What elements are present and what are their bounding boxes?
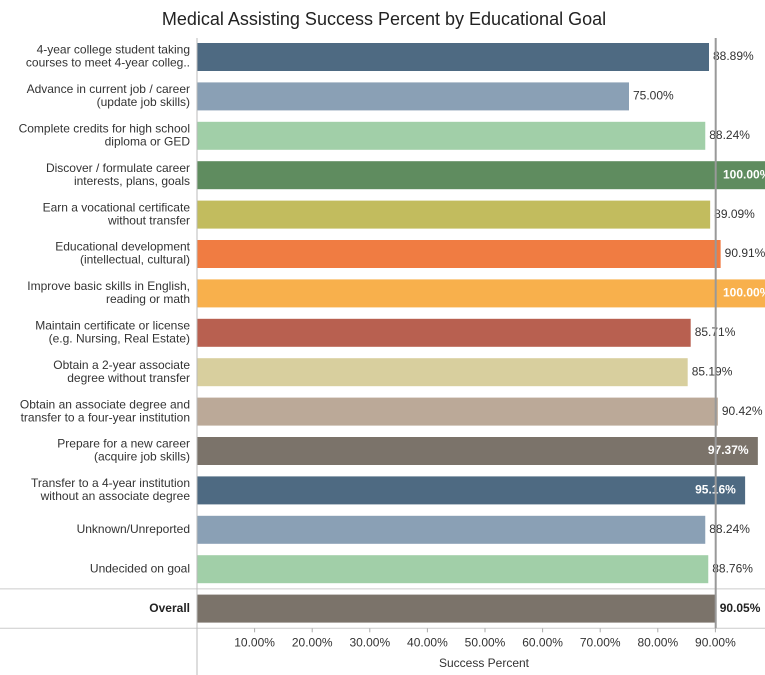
y-tick-label: (e.g. Nursing, Real Estate) xyxy=(49,331,190,345)
y-tick-label: Earn a vocational certificate xyxy=(43,200,191,214)
x-tick-label: 10.00% xyxy=(234,635,275,649)
bar xyxy=(197,476,746,505)
bar xyxy=(197,515,706,544)
y-tick-label: without transfer xyxy=(107,213,190,227)
y-tick-label: Obtain an associate degree and xyxy=(20,397,190,411)
x-tick-label: 60.00% xyxy=(522,635,563,649)
x-tick-label: 70.00% xyxy=(580,635,621,649)
bar xyxy=(197,240,721,268)
x-tick-label: 80.00% xyxy=(637,635,678,649)
data-label: 97.37% xyxy=(708,443,749,457)
y-tick-label: reading or math xyxy=(106,292,190,306)
y-tick-label: 4-year college student taking xyxy=(37,43,190,57)
y-tick-label: (acquire job skills) xyxy=(94,450,190,464)
y-tick-label: Improve basic skills in English, xyxy=(27,279,190,293)
y-tick-label: diploma or GED xyxy=(105,134,191,148)
bar xyxy=(197,437,758,465)
x-tick-label: 90.00% xyxy=(695,635,736,649)
y-tick-label: Prepare for a new career xyxy=(57,437,190,451)
x-axis-label: Success Percent xyxy=(439,656,530,670)
bar xyxy=(197,318,691,347)
y-tick-label: Unknown/Unreported xyxy=(77,522,190,536)
y-tick-label: Maintain certificate or license xyxy=(35,318,190,332)
bar xyxy=(197,161,765,190)
data-label: 90.42% xyxy=(722,404,763,418)
bar xyxy=(197,121,706,150)
bar xyxy=(197,43,710,71)
data-label: 85.19% xyxy=(692,364,733,378)
y-tick-label: interests, plans, goals xyxy=(74,174,190,188)
y-tick-label: (update job skills) xyxy=(97,95,190,109)
y-tick-label: Discover / formulate career xyxy=(46,161,190,175)
data-label: 88.24% xyxy=(709,522,750,536)
data-label: 90.91% xyxy=(725,246,765,260)
y-tick-label: degree without transfer xyxy=(67,371,190,385)
data-label: 88.89% xyxy=(713,49,754,63)
data-label: 100.00% xyxy=(723,167,765,181)
bar xyxy=(197,279,765,308)
bar xyxy=(197,594,716,623)
y-tick-label: courses to meet 4-year colleg.. xyxy=(26,56,190,70)
y-tick-label: Educational development xyxy=(55,240,190,254)
y-tick-label: (intellectual, cultural) xyxy=(80,253,190,267)
y-tick-label: Overall xyxy=(149,601,190,615)
x-tick-label: 30.00% xyxy=(349,635,390,649)
bar xyxy=(197,555,709,584)
y-tick-label: transfer to a four-year institution xyxy=(21,410,190,424)
y-tick-label: Advance in current job / career xyxy=(27,82,190,96)
data-label: 75.00% xyxy=(633,89,674,103)
y-tick-label: Obtain a 2-year associate xyxy=(53,358,190,372)
bar xyxy=(197,358,688,387)
data-label: 88.24% xyxy=(709,128,750,142)
y-tick-label: Transfer to a 4-year institution xyxy=(31,476,190,490)
data-label: 88.76% xyxy=(712,561,753,575)
bar xyxy=(197,397,718,426)
data-label: 100.00% xyxy=(723,286,765,300)
x-tick-label: 20.00% xyxy=(292,635,333,649)
y-tick-label: without an associate degree xyxy=(40,489,191,503)
data-label: 90.05% xyxy=(720,601,761,615)
data-label: 89.09% xyxy=(714,207,755,221)
bar xyxy=(197,82,629,111)
bar xyxy=(197,200,711,229)
chart-title: Medical Assisting Success Percent by Edu… xyxy=(162,9,606,29)
x-tick-label: 50.00% xyxy=(465,635,506,649)
x-tick-label: 40.00% xyxy=(407,635,448,649)
y-tick-label: Undecided on goal xyxy=(90,561,190,575)
y-tick-label: Complete credits for high school xyxy=(19,121,190,135)
